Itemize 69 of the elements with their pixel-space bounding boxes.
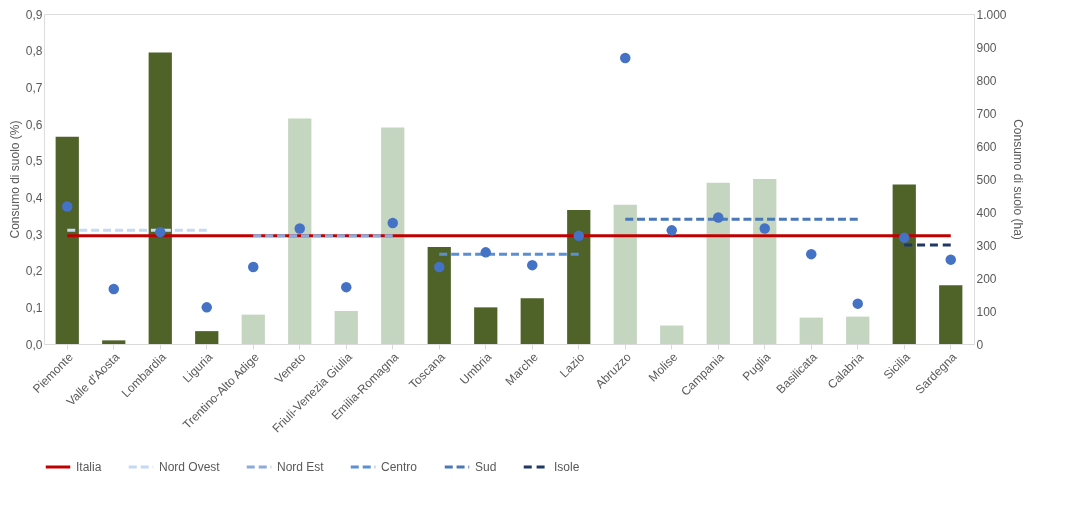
bar — [241, 314, 265, 344]
bar — [613, 204, 637, 344]
y2-tick-label: 700 — [976, 106, 997, 121]
point — [387, 217, 398, 229]
legend-label: Centro — [381, 460, 418, 474]
legend-label: Nord Est — [277, 460, 325, 474]
y2-tick-label: 200 — [976, 271, 997, 286]
bar — [381, 127, 405, 344]
y-tick-label: 0,8 — [25, 44, 43, 59]
point — [945, 254, 956, 265]
point — [248, 261, 259, 273]
y-tick-label: 0,9 — [25, 7, 43, 22]
point — [666, 225, 677, 236]
point — [480, 247, 491, 258]
bar — [288, 118, 312, 344]
y2-tick-label: 800 — [976, 73, 997, 88]
bar — [195, 331, 219, 344]
bar — [520, 298, 544, 344]
bar — [474, 307, 498, 344]
y-tick-label: 0,4 — [25, 190, 43, 205]
point — [852, 298, 863, 309]
point — [341, 281, 352, 293]
point — [294, 223, 305, 234]
y2-tick-label: 500 — [976, 172, 997, 187]
legend-label: Isole — [554, 460, 580, 474]
y-tick-label: 0,3 — [25, 227, 43, 242]
y2-tick-label: 400 — [976, 205, 997, 220]
legend-label: Italia — [76, 460, 102, 474]
legend-label: Nord Ovest — [159, 460, 221, 474]
y2-tick-label: 100 — [976, 304, 997, 319]
point — [155, 226, 166, 238]
point — [806, 248, 817, 260]
point — [108, 283, 119, 295]
point — [713, 212, 724, 223]
bar — [939, 285, 963, 344]
bar — [148, 52, 172, 344]
bar — [892, 184, 916, 344]
y-tick-label: 0,2 — [25, 264, 43, 279]
bar — [427, 246, 451, 344]
y2-tick-label: 600 — [976, 139, 997, 154]
y2-tick-label: 300 — [976, 238, 997, 253]
point — [434, 261, 445, 273]
bar — [567, 210, 591, 344]
point — [527, 259, 538, 271]
point — [759, 223, 770, 234]
bar — [706, 182, 730, 344]
bar — [102, 340, 126, 344]
y-tick-label: 0,6 — [25, 117, 43, 132]
bar — [753, 179, 777, 344]
y-axis-title: Consumo di suolo (%) — [7, 120, 22, 239]
y2-tick-label: 1.000 — [976, 7, 1007, 22]
y-tick-label: 0,1 — [25, 300, 43, 315]
y-tick-label: 0,5 — [25, 154, 43, 169]
point — [620, 52, 631, 64]
bar — [799, 317, 823, 344]
point — [899, 232, 910, 243]
y-tick-label: 0,0 — [25, 337, 43, 352]
y-tick-label: 0,7 — [25, 80, 43, 95]
y2-tick-label: 900 — [976, 40, 997, 55]
y2-axis-title: Consumo di suolo (ha) — [1010, 119, 1025, 240]
point — [62, 201, 73, 212]
bar — [334, 311, 358, 344]
bar — [846, 316, 870, 344]
y2-tick-label: 0 — [976, 337, 984, 352]
bar — [660, 325, 684, 344]
legend-label: Sud — [475, 460, 497, 474]
point — [201, 302, 212, 313]
point — [573, 230, 584, 242]
bar — [55, 136, 79, 344]
